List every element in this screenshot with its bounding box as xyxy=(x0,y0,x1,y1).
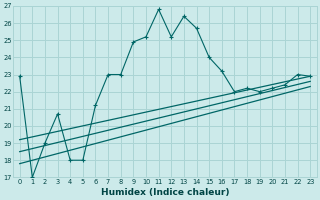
X-axis label: Humidex (Indice chaleur): Humidex (Indice chaleur) xyxy=(101,188,229,197)
